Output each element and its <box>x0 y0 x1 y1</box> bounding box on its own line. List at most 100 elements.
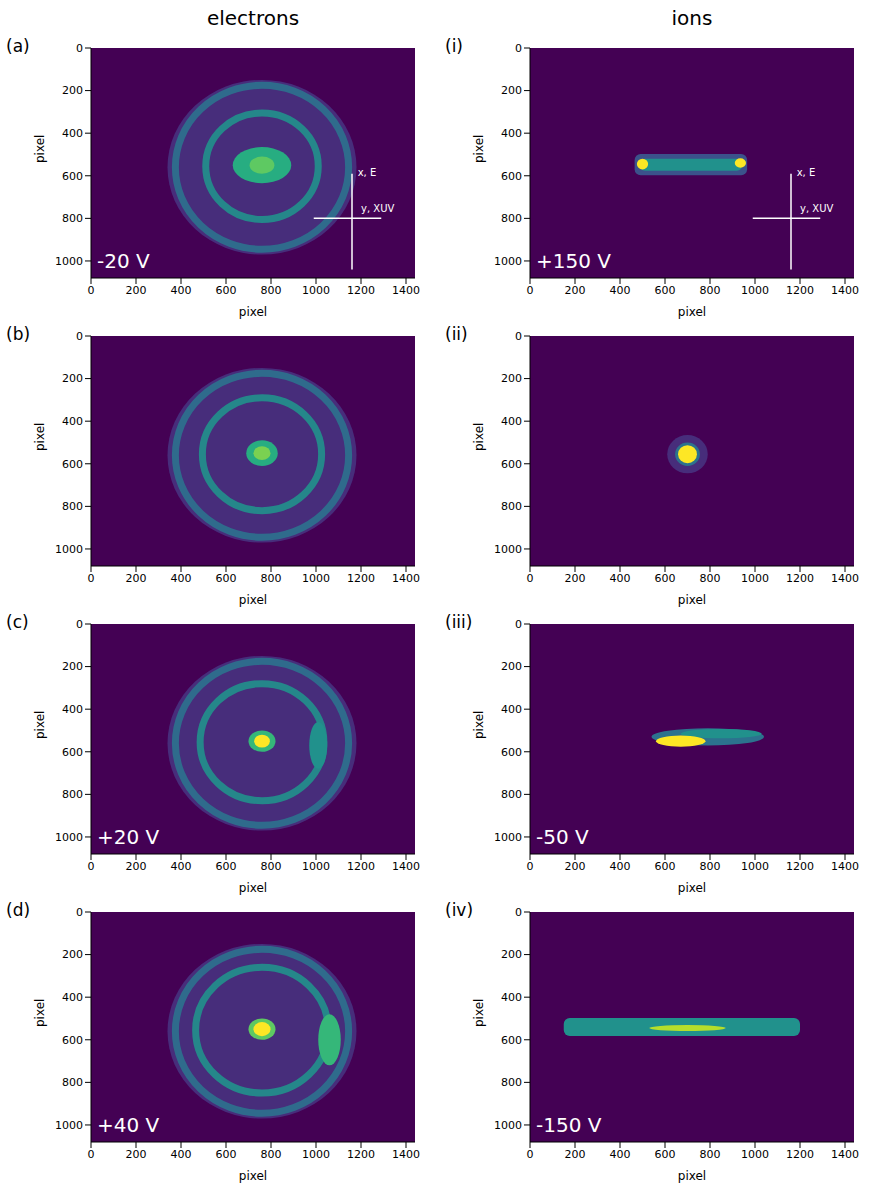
svg-text:600: 600 <box>501 1034 522 1047</box>
svg-text:200: 200 <box>501 84 522 97</box>
svg-text:600: 600 <box>655 1148 676 1161</box>
svg-text:400: 400 <box>171 1148 192 1161</box>
svg-text:400: 400 <box>501 703 522 716</box>
svg-text:600: 600 <box>62 746 83 759</box>
svg-text:pixel: pixel <box>239 1169 267 1183</box>
svg-text:1200: 1200 <box>786 284 814 297</box>
svg-text:0: 0 <box>527 572 534 585</box>
svg-text:1400: 1400 <box>392 860 420 873</box>
svg-text:800: 800 <box>700 284 721 297</box>
svg-text:pixel: pixel <box>678 881 706 895</box>
svg-text:pixel: pixel <box>678 305 706 319</box>
svg-text:0: 0 <box>515 618 522 631</box>
svg-text:1000: 1000 <box>741 860 769 873</box>
svg-text:400: 400 <box>62 703 83 716</box>
svg-text:0: 0 <box>76 906 83 919</box>
svg-text:200: 200 <box>126 860 147 873</box>
svg-text:200: 200 <box>62 948 83 961</box>
svg-text:800: 800 <box>261 284 282 297</box>
svg-text:y, XUV: y, XUV <box>800 203 833 214</box>
svg-text:800: 800 <box>62 788 83 801</box>
svg-text:0: 0 <box>76 330 83 343</box>
svg-text:1000: 1000 <box>741 1148 769 1161</box>
svg-text:1000: 1000 <box>55 543 83 556</box>
svg-text:0: 0 <box>527 1148 534 1161</box>
svg-text:1400: 1400 <box>392 572 420 585</box>
svg-text:800: 800 <box>501 1076 522 1089</box>
svg-text:600: 600 <box>655 284 676 297</box>
svg-text:200: 200 <box>501 372 522 385</box>
svg-text:400: 400 <box>501 991 522 1004</box>
svg-text:200: 200 <box>565 860 586 873</box>
svg-text:200: 200 <box>62 660 83 673</box>
svg-text:pixel: pixel <box>678 1169 706 1183</box>
svg-text:1000: 1000 <box>55 831 83 844</box>
svg-text:600: 600 <box>655 860 676 873</box>
svg-text:0: 0 <box>88 572 95 585</box>
svg-text:800: 800 <box>261 860 282 873</box>
svg-text:400: 400 <box>62 127 83 140</box>
svg-text:600: 600 <box>216 572 237 585</box>
svg-text:800: 800 <box>261 1148 282 1161</box>
svg-text:400: 400 <box>171 572 192 585</box>
svg-text:0: 0 <box>515 330 522 343</box>
svg-text:800: 800 <box>700 860 721 873</box>
svg-text:0: 0 <box>527 284 534 297</box>
svg-text:1000: 1000 <box>741 284 769 297</box>
svg-text:1000: 1000 <box>302 572 330 585</box>
svg-text:pixel: pixel <box>239 881 267 895</box>
svg-text:1400: 1400 <box>831 860 859 873</box>
svg-text:0: 0 <box>515 906 522 919</box>
svg-text:1400: 1400 <box>831 284 859 297</box>
svg-text:200: 200 <box>501 948 522 961</box>
svg-text:pixel: pixel <box>472 135 486 163</box>
svg-text:1000: 1000 <box>55 255 83 268</box>
svg-text:1200: 1200 <box>786 860 814 873</box>
svg-text:1000: 1000 <box>494 543 522 556</box>
svg-text:pixel: pixel <box>239 305 267 319</box>
svg-text:1200: 1200 <box>786 1148 814 1161</box>
svg-text:400: 400 <box>610 572 631 585</box>
svg-text:400: 400 <box>610 1148 631 1161</box>
svg-text:400: 400 <box>501 415 522 428</box>
svg-text:800: 800 <box>700 1148 721 1161</box>
svg-text:x, E: x, E <box>358 167 377 178</box>
svg-text:pixel: pixel <box>33 423 47 451</box>
svg-text:200: 200 <box>126 284 147 297</box>
svg-text:400: 400 <box>610 284 631 297</box>
svg-text:1200: 1200 <box>347 284 375 297</box>
svg-text:400: 400 <box>501 127 522 140</box>
svg-text:x, E: x, E <box>797 167 816 178</box>
svg-text:400: 400 <box>610 860 631 873</box>
svg-text:1400: 1400 <box>831 572 859 585</box>
svg-text:1000: 1000 <box>302 860 330 873</box>
svg-text:600: 600 <box>62 458 83 471</box>
svg-text:600: 600 <box>501 746 522 759</box>
svg-text:0: 0 <box>88 860 95 873</box>
svg-text:pixel: pixel <box>472 999 486 1027</box>
svg-text:pixel: pixel <box>33 999 47 1027</box>
svg-text:400: 400 <box>62 991 83 1004</box>
svg-text:200: 200 <box>126 572 147 585</box>
svg-text:800: 800 <box>501 500 522 513</box>
svg-text:1200: 1200 <box>347 1148 375 1161</box>
svg-text:1400: 1400 <box>831 1148 859 1161</box>
svg-text:400: 400 <box>171 284 192 297</box>
svg-text:pixel: pixel <box>678 593 706 607</box>
svg-text:0: 0 <box>88 284 95 297</box>
svg-text:1200: 1200 <box>347 860 375 873</box>
svg-text:600: 600 <box>62 1034 83 1047</box>
svg-text:400: 400 <box>62 415 83 428</box>
svg-text:1000: 1000 <box>55 1119 83 1132</box>
svg-text:pixel: pixel <box>472 423 486 451</box>
svg-text:pixel: pixel <box>33 135 47 163</box>
svg-text:800: 800 <box>501 212 522 225</box>
svg-text:1000: 1000 <box>302 284 330 297</box>
svg-text:600: 600 <box>216 860 237 873</box>
svg-text:600: 600 <box>62 170 83 183</box>
svg-text:400: 400 <box>171 860 192 873</box>
svg-text:200: 200 <box>126 1148 147 1161</box>
svg-text:1400: 1400 <box>392 284 420 297</box>
svg-text:1200: 1200 <box>347 572 375 585</box>
svg-text:0: 0 <box>515 42 522 55</box>
